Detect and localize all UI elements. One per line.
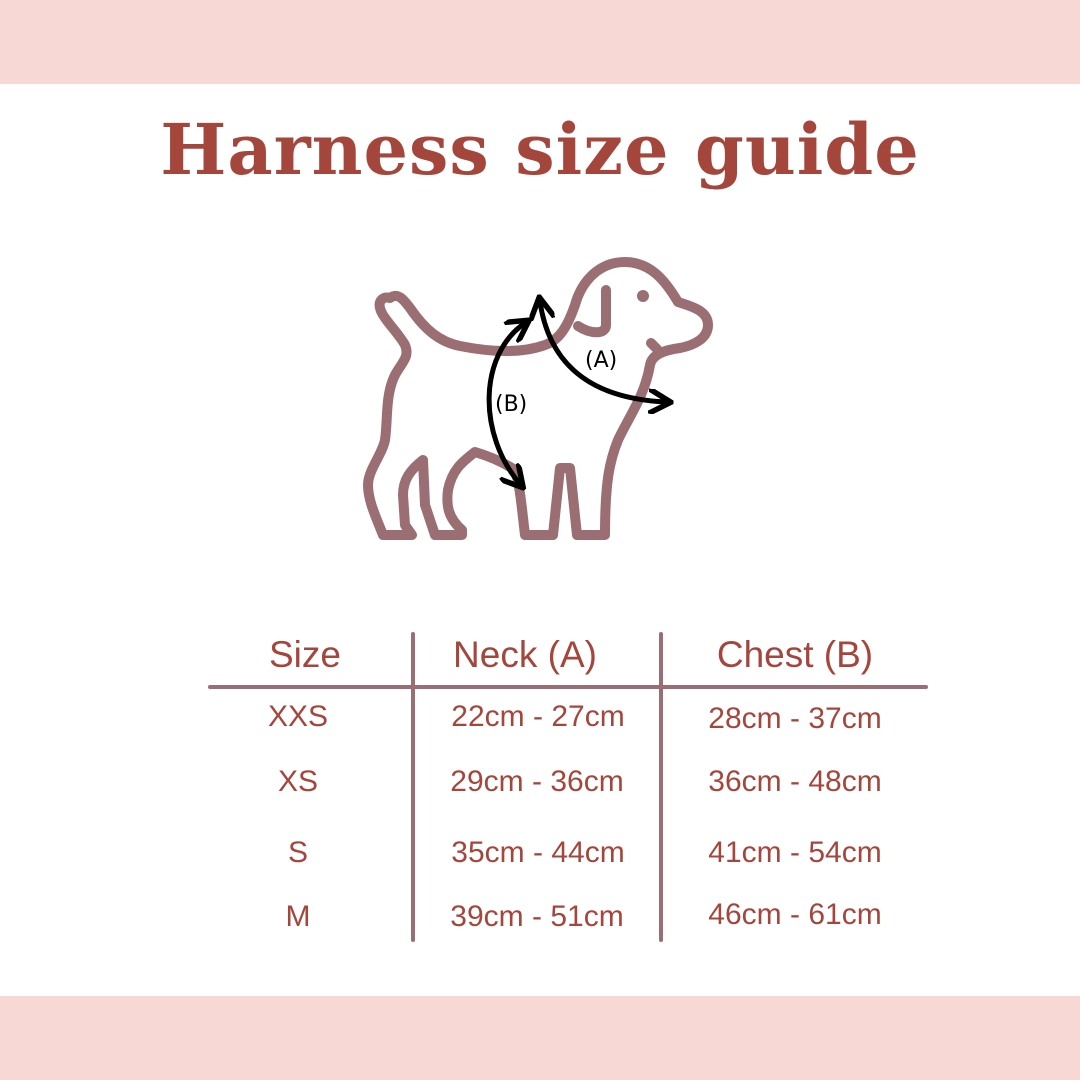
row-chest: 41cm - 54cm (708, 836, 882, 869)
table-grid (208, 632, 928, 942)
top-band (0, 0, 1080, 84)
chest-label: (B) (495, 392, 528, 417)
row-neck: 22cm - 27cm (451, 700, 625, 733)
neck-label: (A) (585, 348, 618, 373)
bottom-band (0, 996, 1080, 1080)
chest-arrow-icon (486, 323, 525, 484)
neck-arrow-icon (540, 302, 666, 402)
row-size: S (287, 836, 309, 869)
dog-eye-icon (637, 290, 649, 302)
row-chest: 46cm - 61cm (708, 898, 882, 931)
page-title: Harness size guide (160, 108, 920, 191)
row-chest: 28cm - 37cm (708, 702, 882, 735)
header-size: Size (269, 634, 341, 675)
row-size: XXS (267, 700, 329, 733)
row-neck: 29cm - 36cm (450, 765, 624, 798)
row-neck: 39cm - 51cm (450, 900, 624, 933)
row-size: M (285, 900, 311, 933)
row-size: XS (277, 765, 319, 798)
header-chest: Chest (B) (716, 634, 874, 675)
header-neck: Neck (A) (453, 634, 597, 675)
row-neck: 35cm - 44cm (451, 836, 625, 869)
row-chest: 36cm - 48cm (708, 765, 882, 798)
